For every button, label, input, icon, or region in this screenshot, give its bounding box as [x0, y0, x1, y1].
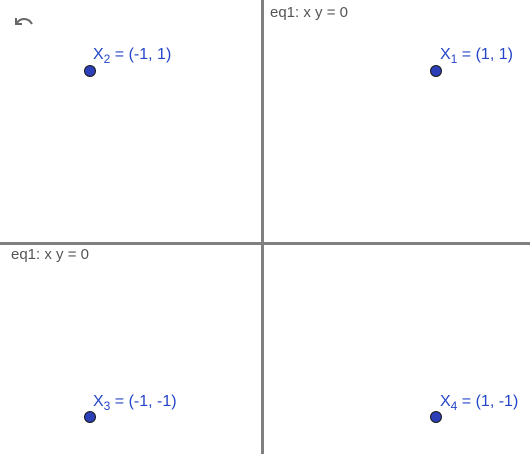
- point-x1-name: X: [440, 46, 451, 63]
- point-x1-coords: = (1, 1): [457, 46, 513, 63]
- point-x3-label[interactable]: X3 = (-1, -1): [93, 393, 177, 413]
- undo-button[interactable]: [8, 10, 36, 34]
- point-x2-subscript: 2: [103, 52, 111, 66]
- equation-label-top[interactable]: eq1: x y = 0: [270, 4, 348, 21]
- point-x2-coords: = (-1, 1): [110, 46, 172, 63]
- point-x2-label[interactable]: X2 = (-1, 1): [93, 46, 172, 66]
- point-x2-name: X: [93, 46, 104, 63]
- point-x4-subscript: 4: [450, 399, 458, 413]
- y-axis-line[interactable]: [261, 0, 264, 454]
- point-x3-name: X: [93, 393, 104, 410]
- point-x1[interactable]: [430, 65, 442, 77]
- undo-icon: [15, 18, 33, 25]
- point-x1-label[interactable]: X1 = (1, 1): [440, 46, 513, 66]
- x-axis-line[interactable]: [0, 242, 530, 245]
- point-x4-coords: = (1, -1): [457, 393, 519, 410]
- point-x1-subscript: 1: [450, 52, 458, 66]
- point-x4-label[interactable]: X4 = (1, -1): [440, 393, 519, 413]
- point-x3[interactable]: [84, 411, 96, 423]
- point-x3-subscript: 3: [103, 399, 111, 413]
- point-x3-coords: = (-1, -1): [110, 393, 177, 410]
- equation-label-left[interactable]: eq1: x y = 0: [11, 246, 89, 263]
- point-x2[interactable]: [84, 65, 96, 77]
- point-x4-name: X: [440, 393, 451, 410]
- point-x4[interactable]: [430, 411, 442, 423]
